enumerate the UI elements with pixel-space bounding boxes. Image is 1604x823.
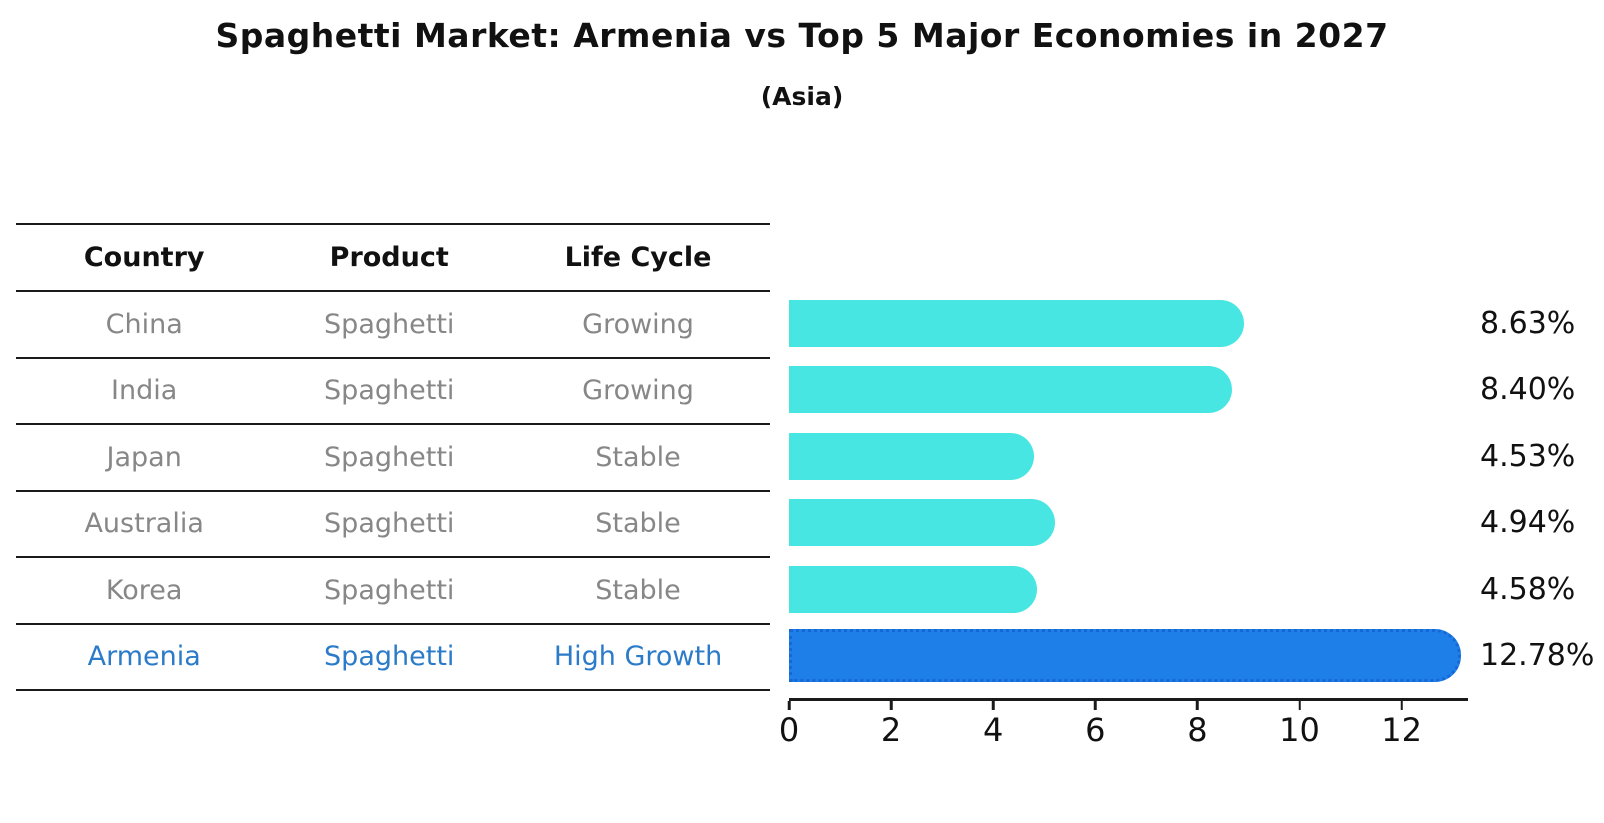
cell-life-cycle: Stable <box>595 441 681 473</box>
bar-value-label: 12.78% <box>1480 638 1595 674</box>
bar-row <box>789 623 1468 690</box>
x-tick-mark <box>1196 700 1199 710</box>
x-tick-label: 10 <box>1279 711 1320 749</box>
cell-country: Japan <box>106 441 182 473</box>
table-row: China Spaghetti Growing <box>16 292 770 359</box>
cell-life-cycle: Growing <box>582 308 694 340</box>
bar-row <box>789 490 1468 557</box>
x-axis: 0 2 4 6 8 10 12 <box>779 698 1468 758</box>
bar-value-labels: 8.63% 8.40% 4.53% 4.94% 4.58% 12.78% <box>1480 290 1600 689</box>
table-header-row: Country Product Life Cycle <box>16 225 770 292</box>
x-axis-line <box>789 698 1468 701</box>
bar-value-label: 4.58% <box>1480 571 1576 607</box>
cell-product: Spaghetti <box>324 375 455 407</box>
cell-product: Spaghetti <box>324 308 455 340</box>
cell-life-cycle: Growing <box>582 375 694 407</box>
bar-india <box>789 366 1232 414</box>
table-row: Japan Spaghetti Stable <box>16 425 770 492</box>
x-tick-mark <box>1094 700 1097 710</box>
column-header-lifecycle: Life Cycle <box>564 242 712 273</box>
cell-country: China <box>105 308 183 340</box>
cell-country: Armenia <box>87 641 201 673</box>
bar-row <box>789 357 1468 424</box>
bar-china <box>789 299 1244 347</box>
x-tick-label: 0 <box>778 711 800 749</box>
x-tick-label: 4 <box>983 711 1004 749</box>
x-tick-mark <box>1298 700 1301 710</box>
x-tick-label: 2 <box>880 711 902 749</box>
bar-value-label: 8.40% <box>1480 372 1576 408</box>
x-tick-label: 12 <box>1381 711 1422 749</box>
x-tick-mark <box>889 700 893 710</box>
bar-row <box>789 423 1468 490</box>
x-tick-mark <box>787 700 791 710</box>
table-body: China Spaghetti Growing India Spaghetti Growi… <box>16 292 770 691</box>
column-header-country: Country <box>83 242 205 273</box>
cell-country: India <box>111 375 178 407</box>
table-row: India Spaghetti Growing <box>16 359 770 425</box>
bar-chart-area <box>789 290 1468 689</box>
cell-country: Korea <box>105 574 183 606</box>
chart-subtitle: (Asia) <box>760 82 844 111</box>
bar-row <box>789 290 1468 357</box>
table-row: Korea Spaghetti Stable <box>16 558 770 625</box>
bar-korea <box>789 565 1037 613</box>
cell-life-cycle: High Growth <box>553 641 723 673</box>
column-header-product: Product <box>329 242 449 273</box>
country-table: Country Product Life Cycle China Spaghett… <box>16 223 770 691</box>
bar-value-label: 8.63% <box>1480 305 1576 341</box>
cell-country: Australia <box>84 508 204 540</box>
cell-product: Spaghetti <box>324 641 455 673</box>
x-tick-mark <box>991 700 995 710</box>
cell-product: Spaghetti <box>324 508 455 540</box>
table-row: Australia Spaghetti Stable <box>16 492 770 558</box>
cell-product: Spaghetti <box>324 441 455 473</box>
bar-row <box>789 556 1468 623</box>
x-tick-label: 6 <box>1085 711 1106 749</box>
bar-australia <box>789 499 1056 547</box>
x-tick-label: 8 <box>1187 711 1208 749</box>
cell-product: Spaghetti <box>324 574 455 606</box>
table-row: Armenia Spaghetti High Growth <box>16 625 770 691</box>
x-tick-mark <box>1400 700 1403 710</box>
bar-armenia <box>789 629 1462 683</box>
bar-value-label: 4.53% <box>1480 438 1576 474</box>
bar-japan <box>789 432 1035 480</box>
cell-life-cycle: Stable <box>595 508 681 540</box>
cell-life-cycle: Stable <box>595 574 681 606</box>
bar-value-label: 4.94% <box>1480 505 1576 541</box>
chart-title: Spaghetti Market: Armenia vs Top 5 Major… <box>215 16 1389 55</box>
